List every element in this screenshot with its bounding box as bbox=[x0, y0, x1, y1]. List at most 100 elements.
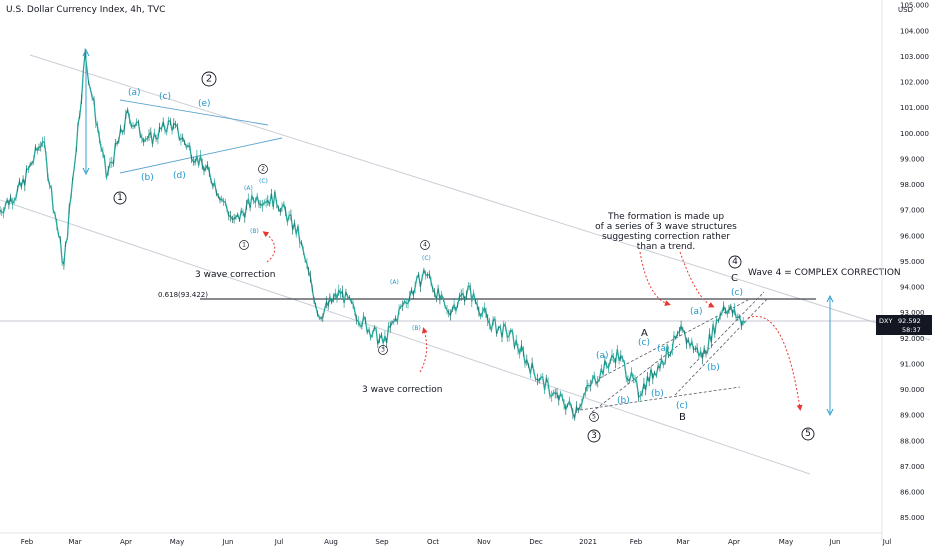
time-tick-label: Nov bbox=[477, 538, 491, 546]
last-price-value: 92.592 bbox=[898, 317, 921, 325]
candle-marks bbox=[0, 48, 744, 421]
time-tick-label: Apr bbox=[728, 538, 740, 546]
time-tick-label: Apr bbox=[120, 538, 132, 546]
svg-text:(a): (a) bbox=[690, 307, 703, 317]
pointer-arrow-three-wave-1 bbox=[262, 231, 276, 263]
pointer-arrow-formation-2 bbox=[679, 251, 715, 308]
time-tick-label: May bbox=[170, 538, 184, 546]
svg-text:2: 2 bbox=[206, 74, 212, 85]
price-tick-label: 98.000 bbox=[900, 181, 925, 189]
price-tick-label: 88.000 bbox=[900, 437, 925, 445]
price-tick-label: 103.000 bbox=[900, 53, 929, 61]
wave-label-B: B bbox=[679, 412, 686, 423]
svg-text:(b): (b) bbox=[651, 389, 664, 399]
bar-countdown: 58:37 bbox=[902, 326, 921, 334]
svg-text:4: 4 bbox=[732, 257, 738, 267]
price-axis[interactable]: USD 105.000 104.000 103.000 102.000 101.000 1… bbox=[881, 0, 929, 540]
svg-text:(B): (B) bbox=[412, 325, 421, 332]
price-tick-label: 94.000 bbox=[900, 284, 925, 292]
svg-text:suggesting correction rather: suggesting correction rather bbox=[602, 232, 730, 242]
price-tick-label: 85.000 bbox=[900, 514, 925, 522]
price-tick-label: 89.000 bbox=[900, 412, 925, 420]
triangle-pattern bbox=[119, 99, 283, 174]
chart-title: U.S. Dollar Currency Index, 4h, TVC bbox=[6, 5, 166, 15]
channel-upper-line bbox=[29, 54, 931, 341]
price-axis-currency: USD bbox=[898, 6, 913, 14]
svg-text:(a): (a) bbox=[128, 88, 141, 98]
wave-2-minor: 2 bbox=[258, 164, 268, 174]
wave-4-major: 4 bbox=[728, 255, 742, 269]
svg-text:(A): (A) bbox=[390, 279, 399, 286]
svg-text:(c): (c) bbox=[159, 92, 171, 102]
price-tick-label: 97.000 bbox=[900, 207, 925, 215]
time-tick-label: Jul bbox=[882, 538, 892, 546]
svg-text:(c): (c) bbox=[676, 401, 688, 411]
price-tick-label: 92.000 bbox=[900, 335, 925, 343]
time-tick-label: Feb bbox=[630, 538, 643, 546]
time-tick-label: Oct bbox=[427, 538, 439, 546]
measure-arrow-left bbox=[82, 48, 90, 176]
svg-text:(a): (a) bbox=[596, 351, 609, 361]
price-tick-label: 91.000 bbox=[900, 360, 925, 368]
projection-arrow-5 bbox=[747, 315, 803, 411]
time-tick-label: May bbox=[779, 538, 793, 546]
price-tick-label: 100.000 bbox=[900, 130, 929, 138]
price-tick-label: 90.000 bbox=[900, 386, 925, 394]
wave-label-C: C bbox=[731, 273, 738, 284]
price-tick-label: 93.000 bbox=[900, 309, 925, 317]
svg-text:(b): (b) bbox=[617, 396, 630, 406]
last-price-tag: DXY 92.592 58:37 bbox=[876, 315, 932, 335]
svg-text:(a): (a) bbox=[657, 344, 670, 354]
svg-text:1: 1 bbox=[117, 193, 123, 203]
svg-text:2: 2 bbox=[261, 166, 265, 173]
price-tick-label: 95.000 bbox=[900, 258, 925, 266]
time-tick-label: Aug bbox=[324, 538, 338, 546]
time-tick-label: Feb bbox=[21, 538, 34, 546]
svg-text:of a series of 3 wave structur: of a series of 3 wave structures bbox=[595, 222, 737, 232]
svg-text:1: 1 bbox=[242, 242, 246, 249]
svg-text:(c): (c) bbox=[731, 288, 743, 298]
svg-text:than a trend.: than a trend. bbox=[637, 242, 696, 252]
price-tick-label: 101.000 bbox=[900, 104, 929, 112]
channel-lower-line bbox=[0, 199, 811, 475]
wave-3-minor: 3 bbox=[378, 345, 388, 355]
time-tick-label: Jun bbox=[829, 538, 841, 546]
wave-1-major: 1 bbox=[113, 191, 127, 205]
wave-3-major: 3 bbox=[587, 429, 601, 443]
svg-text:3: 3 bbox=[381, 347, 385, 354]
last-price-symbol: DXY bbox=[879, 317, 892, 325]
svg-text:(C): (C) bbox=[422, 255, 431, 262]
svg-text:3: 3 bbox=[591, 431, 597, 441]
svg-text:(C): (C) bbox=[259, 178, 268, 185]
wave-5-minor: 5 bbox=[589, 412, 599, 422]
pointer-arrow-formation-1 bbox=[639, 251, 671, 306]
wave-1-minor: 1 bbox=[239, 240, 249, 250]
svg-text:(e): (e) bbox=[198, 99, 211, 109]
time-tick-label: Dec bbox=[529, 538, 543, 546]
fib-618-label: 0.618(93.422) bbox=[158, 291, 208, 299]
time-tick-label: Sep bbox=[375, 538, 389, 546]
formation-note: The formation is made up of a series of … bbox=[595, 212, 737, 252]
wave-4-minor: 4 bbox=[420, 240, 430, 250]
svg-text:(b): (b) bbox=[707, 363, 720, 373]
svg-text:(B): (B) bbox=[250, 228, 259, 235]
price-tick-label: 102.000 bbox=[900, 79, 929, 87]
svg-text:(c): (c) bbox=[638, 338, 650, 348]
three-wave-correction-2: 3 wave correction bbox=[362, 385, 442, 395]
svg-text:(b): (b) bbox=[141, 173, 154, 183]
blue-wave-labels: (a) (b) (c) (d) (e) (A) (B) (C) (A) (B) … bbox=[128, 88, 743, 411]
time-tick-label: Jun bbox=[222, 538, 234, 546]
price-tick-label: 105.000 bbox=[900, 2, 929, 10]
svg-text:5: 5 bbox=[805, 429, 811, 439]
time-axis[interactable]: Feb Mar Apr May Jun Jul Aug Sep Oct Nov Dec 2021 Feb… bbox=[0, 532, 892, 546]
trend-channel bbox=[0, 54, 931, 475]
price-tick-label: 86.000 bbox=[900, 489, 925, 497]
wave-label-A: A bbox=[641, 328, 648, 339]
time-tick-label: Mar bbox=[676, 538, 689, 546]
svg-text:The formation is made up: The formation is made up bbox=[607, 212, 724, 222]
time-tick-label: Jul bbox=[274, 538, 284, 546]
svg-text:4: 4 bbox=[423, 242, 427, 249]
price-tick-label: 104.000 bbox=[900, 27, 929, 35]
wave-2-major: 2 bbox=[201, 71, 217, 87]
